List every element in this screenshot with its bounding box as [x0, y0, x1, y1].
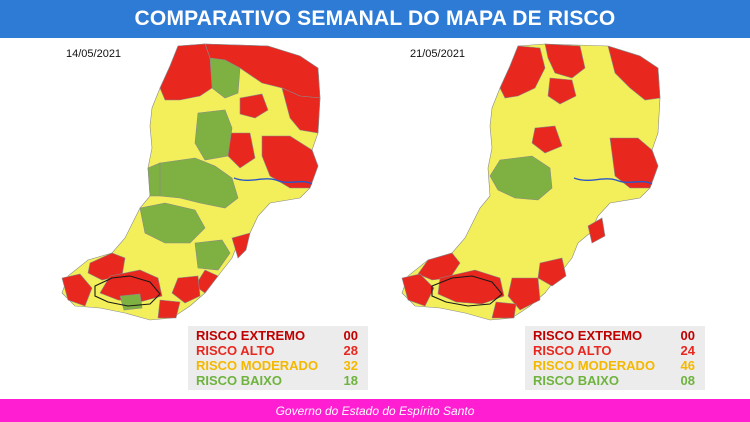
map-date: 21/05/2021 [410, 48, 466, 60]
region-far-southwest-red [61, 273, 93, 307]
legend-label: RISCO ALTO [533, 343, 612, 358]
header-bar: COMPARATIVO SEMANAL DO MAPA DE RISCO [0, 0, 750, 38]
legend-label: RISCO BAIXO [196, 373, 282, 388]
legend-row-alto: RISCO ALTO 24 [533, 343, 699, 358]
region-east-small-red [587, 217, 606, 244]
legend-label: RISCO BAIXO [533, 373, 619, 388]
legend-row-moderado: RISCO MODERADO 46 [533, 358, 699, 373]
region-northwest-red [159, 43, 213, 101]
region-north-center-red [547, 77, 577, 105]
legend-row-baixo: RISCO BAIXO 08 [533, 373, 699, 388]
legend-value: 00 [343, 328, 358, 343]
footer-bar: Governo do Estado do Espírito Santo [0, 399, 750, 422]
region-south-cluster-red [437, 269, 505, 305]
legend-label: RISCO EXTREMO [196, 328, 306, 343]
legend-row-alto: RISCO ALTO 28 [196, 343, 362, 358]
region-south-tip-red [491, 301, 517, 319]
risk-legend-1: RISCO EXTREMO 00 RISCO ALTO 28 RISCO MOD… [188, 326, 368, 390]
region-west-green [147, 162, 161, 197]
region-south-tip-red [157, 299, 181, 319]
legend-row-extremo: RISCO EXTREMO 00 [533, 328, 699, 343]
risk-map-2 [401, 43, 661, 321]
legend-value: 46 [680, 358, 695, 373]
region-center-green [489, 155, 553, 201]
legend-row-moderado: RISCO MODERADO 32 [196, 358, 362, 373]
region-southeast-red [231, 232, 251, 259]
caparao-border [431, 275, 503, 307]
legend-label: RISCO ALTO [196, 343, 275, 358]
region-east-red [261, 135, 319, 189]
legend-value: 24 [680, 343, 695, 358]
region-south-red-2 [171, 275, 201, 304]
region-south-small-green [119, 293, 143, 311]
region-mid-red [239, 93, 269, 119]
legend-value: 18 [343, 373, 358, 388]
map-panel-2: 21/05/2021 RISCO EXTREMO 00 RISCO ALTO 2… [375, 38, 750, 396]
region-south-red-1 [537, 257, 567, 287]
region-south-green-2 [194, 239, 231, 271]
legend-row-baixo: RISCO BAIXO 18 [196, 373, 362, 388]
risk-legend-2: RISCO EXTREMO 00 RISCO ALTO 24 RISCO MOD… [525, 326, 705, 390]
map-panel-1: 14/05/2021 RISCO EXTREMO 00 RISCO [0, 38, 375, 396]
region-center-green [194, 109, 233, 161]
legend-label: RISCO EXTREMO [533, 328, 643, 343]
legend-label: RISCO MODERADO [533, 358, 656, 373]
region-north-red-2 [607, 45, 661, 101]
caparao-border [94, 275, 161, 307]
region-north-red-1 [544, 43, 586, 79]
region-far-southwest-red [401, 273, 435, 307]
legend-value: 28 [343, 343, 358, 358]
region-east-red [609, 137, 659, 189]
river [233, 177, 313, 185]
region-northwest-red [499, 45, 546, 99]
legend-row-extremo: RISCO EXTREMO 00 [196, 328, 362, 343]
region-south-central-green [139, 202, 206, 244]
legend-label: RISCO MODERADO [196, 358, 319, 373]
legend-value: 32 [343, 358, 358, 373]
legend-value: 00 [680, 328, 695, 343]
river [573, 177, 653, 185]
footer-text: Governo do Estado do Espírito Santo [275, 403, 475, 418]
legend-value: 08 [680, 373, 695, 388]
region-center-red [531, 125, 563, 154]
page-title: COMPARATIVO SEMANAL DO MAPA DE RISCO [134, 7, 616, 30]
map-date: 14/05/2021 [66, 48, 122, 60]
region-south-red-2 [507, 277, 541, 311]
region-north-red-2 [281, 87, 321, 134]
risk-map-1 [61, 43, 321, 321]
